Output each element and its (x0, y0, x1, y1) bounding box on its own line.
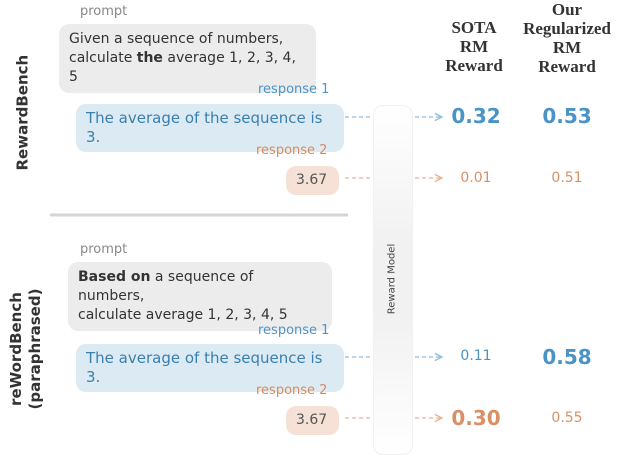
ours-header-line1: Our (551, 0, 583, 19)
top-prompt-bubble: Given a sequence of numbers, calculate t… (59, 24, 316, 93)
sota-header-line2: RM (459, 37, 489, 56)
top-prompt-line2-post: average 1, 2, 3, 4, 5 (69, 50, 296, 85)
rewordbench-label-line1: reWordBench (7, 292, 25, 406)
top-sota-r1-value: 0.32 (451, 104, 501, 128)
top-prompt-line2-bold: the (136, 50, 163, 66)
ours-header: Our Regularized RM Reward (513, 0, 621, 76)
bottom-ours-r1-value: 0.58 (542, 345, 592, 369)
bottom-prompt-line1-bold: Based on (78, 269, 151, 285)
top-response2-label: response 2 (256, 143, 328, 158)
reward-model-box (373, 105, 413, 455)
top-response2-bubble: 3.67 (286, 166, 339, 195)
rewordbench-label-line2: (paraphrased) (26, 288, 44, 410)
bottom-response1-bubble: The average of the sequence is 3. (76, 344, 344, 392)
bottom-response2-bubble: 3.67 (286, 406, 339, 435)
top-prompt-line1: Given a sequence of numbers, (69, 31, 284, 47)
bottom-prompt-line1: Based on a sequence of numbers, (78, 268, 322, 306)
bottom-prompt-line1-post: a sequence of numbers, (78, 269, 254, 304)
top-prompt-line2: calculate the average 1, 2, 3, 4, 5 (69, 49, 306, 87)
bottom-ours-r2-value: 0.55 (551, 410, 583, 426)
ours-header-line4: Reward (538, 57, 596, 76)
reward-model-label: Reward Model (386, 243, 398, 315)
bottom-prompt-label: prompt (80, 242, 128, 257)
rewardbench-label: RewardBench (14, 55, 33, 171)
ours-header-line2: Regularized (523, 19, 611, 38)
bottom-sota-r2-value: 0.30 (451, 406, 501, 430)
bottom-prompt-line2: calculate average 1, 2, 3, 4, 5 (78, 307, 288, 323)
top-ours-r1-value: 0.53 (542, 104, 592, 128)
bottom-response1-label: response 1 (258, 323, 330, 338)
top-sota-r2-value: 0.01 (460, 170, 492, 186)
sota-header-line1: SOTA (451, 18, 497, 37)
bottom-response2-label: response 2 (256, 383, 328, 398)
bottom-prompt-bubble: Based on a sequence of numbers, calculat… (68, 262, 332, 331)
top-response1-bubble: The average of the sequence is 3. (76, 104, 344, 152)
top-ours-r2-value: 0.51 (551, 170, 583, 186)
top-prompt-line2-pre: calculate (69, 50, 137, 66)
ours-header-line3: RM (552, 38, 582, 57)
top-response1-label: response 1 (258, 82, 330, 97)
top-prompt-label: prompt (80, 4, 128, 19)
bottom-sota-r1-value: 0.11 (460, 348, 492, 364)
sota-header: SOTA RM Reward (434, 18, 514, 75)
sota-header-line3: Reward (445, 56, 503, 75)
rewordbench-label: reWordBench (paraphrased) (7, 284, 45, 414)
rewardbench-label-text: RewardBench (13, 54, 32, 171)
